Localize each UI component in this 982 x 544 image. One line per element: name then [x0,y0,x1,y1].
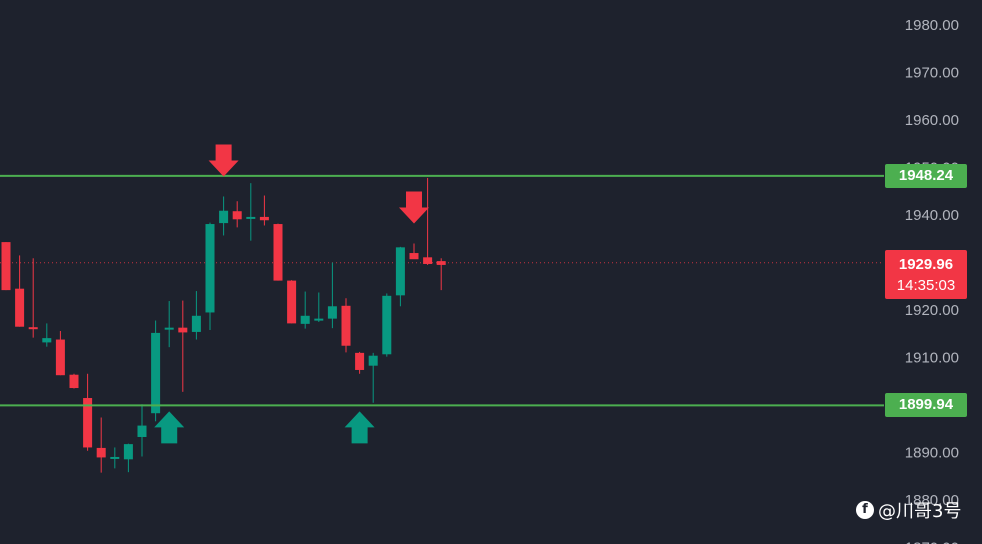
y-tick-label: 1910.00 [905,350,959,367]
candle-body [273,224,283,281]
candle-body [42,338,52,343]
candle-body [327,306,337,319]
candle-body [219,210,229,224]
candle-body [314,318,324,321]
candle-body [205,224,215,313]
y-tick-label: 1920.00 [905,302,959,319]
candle-body [164,327,174,330]
candle-body [123,444,133,460]
candle-body [300,315,310,324]
candle-body [395,247,405,296]
candle-body [55,339,65,376]
y-tick-label: 1960.00 [905,112,959,129]
up-arrow-icon [154,411,185,444]
y-tick-label: 1970.00 [905,64,959,81]
candle-body [69,374,79,389]
up-arrow-icon [344,411,375,444]
candle-body [423,257,433,264]
candle-body [151,332,161,414]
candle-body [191,315,201,332]
candle-body [341,305,351,346]
y-tick-label: 1870.00 [905,540,959,544]
candle-body [436,261,446,265]
down-arrow-icon [399,191,429,224]
candle-body [96,447,106,458]
last-price-value: 1929.96 [898,255,954,273]
candle-body [28,327,38,330]
candle-body [409,253,419,260]
candle-body [355,352,365,370]
support-price-tag: 1899.94 [885,393,967,418]
candle-body [382,295,392,355]
candle-body [1,242,11,291]
candle-body [368,355,378,366]
candle-body [246,216,256,219]
watermark-text: @川哥3号 [878,501,962,522]
y-tick-label: 1890.00 [905,445,959,462]
watermark: f @川哥3号 [856,497,961,523]
candle-body [232,211,242,220]
y-tick-label: 1980.00 [905,17,959,34]
candle-body [259,216,269,221]
down-arrow-icon [208,144,239,177]
y-tick-label: 1880.00 [905,492,959,509]
resistance-price-tag: 1948.24 [885,163,967,188]
candle-body [15,288,25,327]
candle-body [178,327,188,333]
candle-body [287,280,297,324]
circle-f-icon: f [856,501,874,519]
y-tick-label: 1940.00 [905,207,959,224]
bar-countdown: 14:35:03 [896,276,956,294]
last-price-tag: 1929.96 14:35:03 [885,249,967,299]
candle-body [83,398,93,448]
candle-body [137,425,147,437]
candle-body [110,456,120,459]
